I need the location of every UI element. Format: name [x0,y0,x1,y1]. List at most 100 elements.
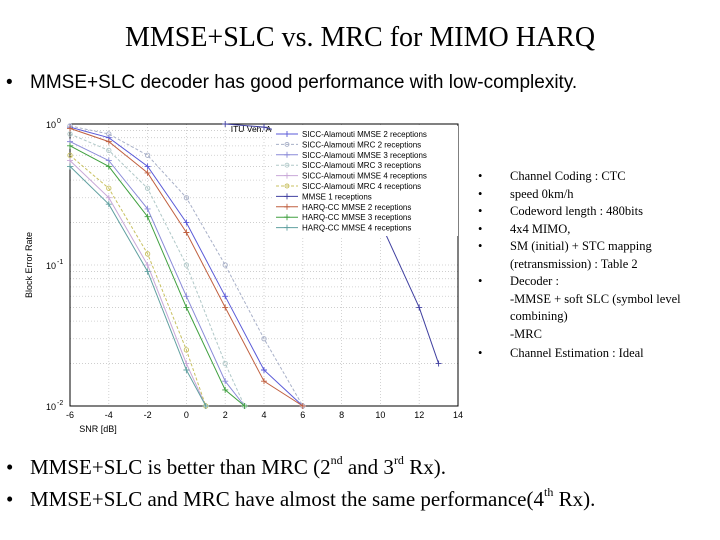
bullet-glyph: • [6,487,14,511]
y-tick-exponent: 0 [57,118,61,125]
y-axis-label: Block Error Rate [24,232,34,298]
y-tick-label: 10 [46,261,56,271]
x-tick-label: 0 [184,410,189,420]
y-tick-exponent: -2 [57,400,63,407]
legend-marker [284,131,290,137]
data-point [105,194,112,201]
series-line [69,141,245,407]
data-point [435,360,442,367]
data-point [183,304,190,311]
data-point [183,219,190,226]
series-line [69,154,207,407]
parameter-item: • speed 0km/h [478,186,710,204]
data-point [183,360,190,367]
parameter-line: SM (initial) + STC mapping [510,239,652,253]
data-point [67,131,73,137]
data-point [183,229,190,236]
parameter-line: Codeword length : 480bits [510,204,643,218]
parameter-list: • Channel Coding : CTC • speed 0km/h • Codewo… [478,168,710,363]
data-point [222,378,229,385]
parameter-line: Channel Coding : CTC [510,169,626,183]
parameter-line: 4x4 MIMO, [510,221,571,236]
legend-label: SICC-Alamouti MRC 2 receptions [302,140,421,149]
top-bullet: • MMSE+SLC decoder has good performance w… [6,72,577,94]
parameter-item: • Decoder : -MMSE + soft SLC (symbol level… [478,273,710,343]
slide-title: MMSE+SLC vs. MRC for MIMO HARQ [124,22,596,53]
y-tick-exponent: -1 [57,259,63,266]
parameter-line: combining) [510,309,568,323]
data-point [106,147,112,154]
parameter-item: • Channel Coding : CTC [478,168,710,186]
parameter-line: speed 0km/h [510,186,574,201]
data-point [105,201,112,208]
series-line [69,125,304,407]
legend-marker [284,162,290,168]
y-tick-label: 10 [46,402,56,412]
legend-label: SICC-Alamouti MMSE 4 receptions [302,172,427,181]
legend-label: SICC-Alamouti MRC 3 receptions [302,161,421,170]
data-point [261,367,267,374]
bullet-1-sup-1: nd [330,453,343,467]
data-point [144,163,151,170]
parameter-line: (retransmission) : Table 2 [510,256,638,271]
data-point [222,386,229,393]
data-point [67,157,73,164]
x-tick-label: 4 [261,410,266,420]
bottom-bullet-1: • MMSE+SLC is better than MRC (2nd and 3r… [6,453,446,480]
legend-label: MMSE 1 receptions [302,192,372,201]
bullet-1-sup-2: rd [393,453,404,467]
data-point [105,157,112,164]
data-point [241,403,248,409]
legend-label: SICC-Alamouti MMSE 2 receptions [302,130,427,139]
parameter-line: Decoder : [510,274,559,288]
data-point [67,152,73,158]
data-point [144,185,151,191]
bullet-glyph: • [478,346,483,360]
bullet-glyph: • [6,455,14,479]
data-point [144,213,151,220]
bullet-1-pre: MMSE+SLC is better than MRC (2 [30,455,331,479]
data-point [222,121,229,127]
data-point [105,163,112,170]
data-point [222,360,228,367]
parameter-line: Channel Estimation : Ideal [510,346,644,360]
legend-box [272,126,458,236]
legend-label: HARQ-CC MMSE 2 receptions [302,203,411,212]
parameter-item: • Channel Estimation : Ideal [478,345,710,363]
data-point [144,152,151,158]
data-point [144,169,151,176]
parameter-item: • 4x4 MIMO, [478,221,710,239]
legend-label: SICC-Alamouti MMSE 3 receptions [302,151,427,160]
data-point [261,124,267,131]
parameter-line: -MMSE + soft SLC (symbol level [510,291,681,306]
bottom-bullet-2: • MMSE+SLC and MRC have almost the same p… [6,485,596,512]
legend-marker [284,203,290,210]
x-tick-label: -4 [105,410,113,420]
plot-frame [69,123,459,407]
x-tick-label: 6 [300,410,305,420]
data-point [261,378,267,385]
legend-marker [284,193,290,200]
legend-label: HARQ-CC MMSE 3 receptions [302,213,411,222]
bullet-glyph: • [478,204,483,218]
bullet-glyph: • [478,169,483,183]
data-point [183,347,190,353]
data-point [183,367,190,374]
data-point [144,268,151,275]
parameter-item: • SM (initial) + STC mapping (retransmissi… [478,238,710,273]
data-point [144,205,151,212]
legend-marker [284,214,290,221]
bullet-glyph: • [6,72,13,93]
legend-label: SICC-Alamouti MRC 4 receptions [302,182,421,191]
data-point [222,293,229,300]
data-point [261,336,267,342]
x-tick-label: -6 [66,410,74,420]
bullet-2-post: Rx). [553,487,596,511]
x-axis-label: SNR [dB] [79,424,117,434]
legend-marker [284,183,290,189]
data-point [144,251,151,257]
bullet-glyph: • [478,274,483,288]
bullet-2-sup-1: th [544,485,554,499]
bullet-glyph: • [478,221,483,236]
